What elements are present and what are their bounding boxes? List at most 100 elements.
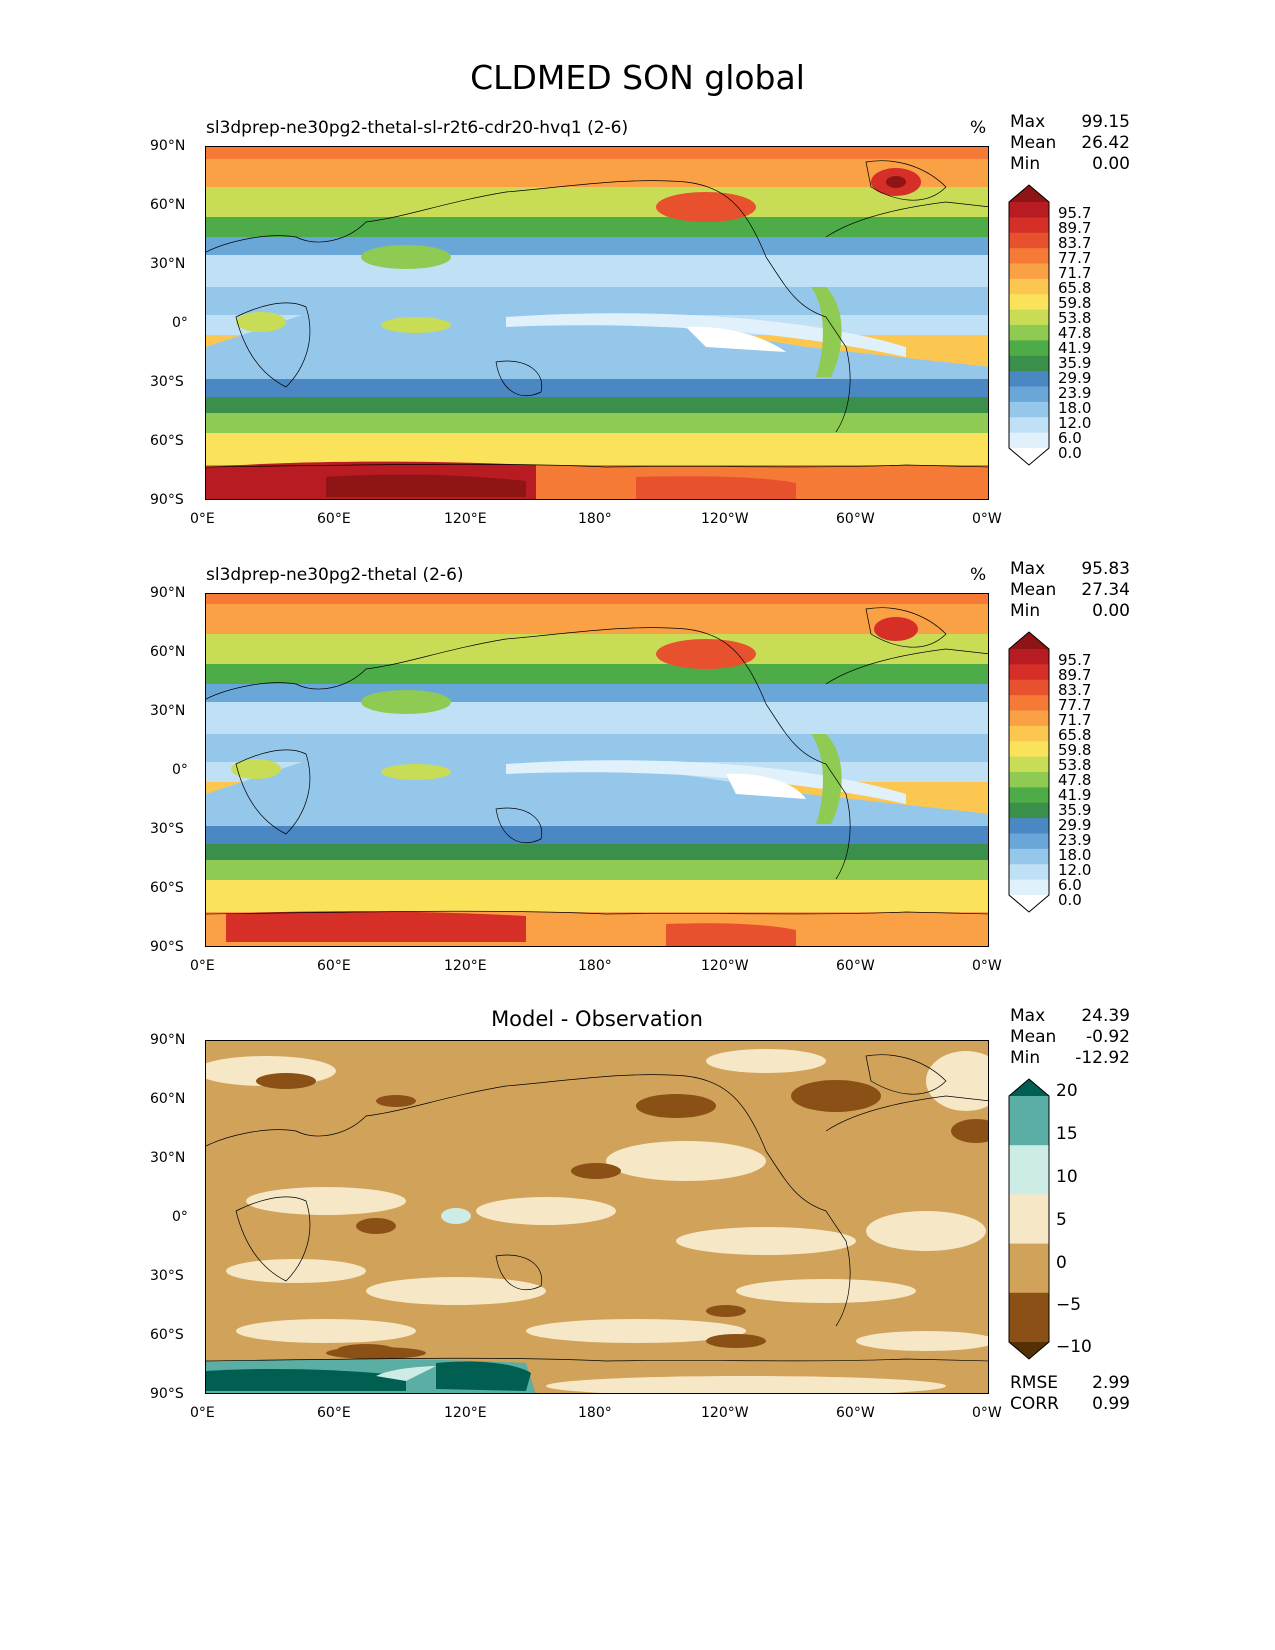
panel-1-lat-tick: 0° — [172, 315, 188, 331]
panel-1-mean-label: Mean — [1010, 133, 1057, 153]
panel-2-lon-tick: 120°W — [701, 958, 749, 974]
diff-colorbar-tick: 20 — [1056, 1081, 1078, 1101]
panel-2-lon-tick: 120°E — [444, 958, 487, 974]
panel-3-max-label: Max — [1010, 1006, 1046, 1026]
colorbar-segment — [1009, 756, 1049, 773]
panel-3-lon-tick: 60°E — [317, 1405, 351, 1421]
colorbar-tick: 41.9 — [1058, 786, 1092, 804]
rmse-value: 2.99 — [1092, 1373, 1130, 1393]
colorbar-segment — [1009, 1194, 1049, 1245]
colorbar-tick: 83.7 — [1058, 681, 1092, 699]
colorbar-tick: 12.0 — [1058, 861, 1092, 879]
colorbar-segment — [1009, 294, 1049, 311]
panel-2-lon-tick: 60°W — [836, 958, 875, 974]
panel-1-title: sl3dprep-ne30pg2-thetal-sl-r2t6-cdr20-hv… — [206, 118, 629, 138]
panel-3-map — [205, 1040, 989, 1394]
panel-2-lon-tick: 60°E — [317, 958, 351, 974]
colorbar-tick: 47.8 — [1058, 324, 1092, 342]
panel-1-lon-tick: 0°E — [190, 511, 215, 527]
colorbar-segment — [1009, 202, 1049, 218]
colorbar-segment — [1009, 864, 1049, 881]
panel-1-lat-tick: 60°S — [150, 433, 184, 449]
panel-3-max-value: 24.39 — [1081, 1006, 1130, 1026]
panel-3-mean-value: -0.92 — [1086, 1027, 1130, 1047]
colorbar-tick: 59.8 — [1058, 294, 1092, 312]
panel-3-lat-tick: 60°N — [150, 1091, 186, 1107]
colorbar-tick: 65.8 — [1058, 279, 1092, 297]
colorbar-tick: 95.7 — [1058, 651, 1092, 669]
colorbar-tick: 71.7 — [1058, 711, 1092, 729]
colorbar-extend-top — [1009, 185, 1049, 202]
colorbar-segment — [1009, 417, 1049, 434]
colorbar-segment — [1009, 818, 1049, 834]
colorbar-segment — [1009, 802, 1049, 819]
panel-2-lon-tick: 180° — [578, 958, 612, 974]
panel-2-mean-label: Mean — [1010, 580, 1057, 600]
panel-2-mean-value: 27.34 — [1081, 580, 1130, 600]
panel-2-min-value: 0.00 — [1092, 601, 1130, 621]
colorbar-outline — [1008, 1078, 1050, 1360]
colorbar-tick: 53.8 — [1058, 309, 1092, 327]
panel-1-lon-tick: 60°W — [836, 511, 875, 527]
panel-1-lon-tick: 60°E — [317, 511, 351, 527]
panel-2-lat-tick: 30°N — [150, 703, 186, 719]
diff-colorbar-tick: −10 — [1056, 1337, 1092, 1357]
colorbar-segment — [1009, 355, 1049, 372]
panel-3-title: Model - Observation — [491, 1007, 703, 1031]
colorbar-segment — [1009, 848, 1049, 865]
panel-1-colorbar — [1008, 184, 1050, 466]
panel-1-lat-tick: 90°S — [150, 492, 184, 508]
colorbar-tick: 12.0 — [1058, 414, 1092, 432]
colorbar-segment — [1009, 309, 1049, 326]
colorbar-outline — [1008, 631, 1050, 913]
panel-2-min-label: Min — [1010, 601, 1041, 621]
colorbar-outline — [1008, 184, 1050, 466]
colorbar-tick: 29.9 — [1058, 816, 1092, 834]
colorbar-segment — [1009, 263, 1049, 280]
colorbar-tick: 0.0 — [1058, 444, 1082, 462]
colorbar-segment — [1009, 787, 1049, 804]
panel-2-map-svg — [206, 594, 988, 946]
corr-label: CORR — [1010, 1394, 1059, 1414]
panel-1-min-label: Min — [1010, 154, 1041, 174]
colorbar-segment — [1009, 879, 1049, 896]
colorbar-segment — [1009, 217, 1049, 234]
colorbar-segment — [1009, 1096, 1049, 1146]
panel-2-lat-tick: 30°S — [150, 821, 184, 837]
panel-1-lon-tick: 120°W — [701, 511, 749, 527]
panel-3-lon-tick: 180° — [578, 1405, 612, 1421]
panel-1-colorbar-labels: 95.7 89.7 83.7 77.7 71.7 65.8 59.8 53.8 … — [1058, 206, 1091, 461]
colorbar-segment — [1009, 340, 1049, 357]
colorbar-segment — [1009, 679, 1049, 696]
diff-colorbar-tick: 10 — [1056, 1167, 1078, 1187]
panel-1-units: % — [970, 118, 987, 138]
colorbar-segment — [1009, 695, 1049, 711]
panel-3-min-value: -12.92 — [1075, 1048, 1130, 1068]
panel-2-max-label: Max — [1010, 559, 1046, 579]
colorbar-tick: 0.0 — [1058, 891, 1082, 909]
colorbar-tick: 6.0 — [1058, 429, 1082, 447]
colorbar-tick: 23.9 — [1058, 384, 1092, 402]
panel-2-lat-tick: 90°N — [150, 585, 186, 601]
panel-3-min-label: Min — [1010, 1048, 1041, 1068]
diff-colorbar-tick: 0 — [1056, 1253, 1067, 1273]
panel-2-lat-tick: 60°N — [150, 644, 186, 660]
panel-2-title: sl3dprep-ne30pg2-thetal (2-6) — [206, 565, 464, 585]
colorbar-tick: 35.9 — [1058, 801, 1092, 819]
panel-3-lon-tick: 0°E — [190, 1405, 215, 1421]
colorbar-tick: 18.0 — [1058, 846, 1092, 864]
colorbar-segment — [1009, 1145, 1049, 1195]
colorbar-tick: 53.8 — [1058, 756, 1092, 774]
panel-1-lat-tick: 90°N — [150, 138, 186, 154]
colorbar-tick: 65.8 — [1058, 726, 1092, 744]
colorbar-tick: 95.7 — [1058, 204, 1092, 222]
colorbar-segment — [1009, 278, 1049, 295]
colorbar-extend-top — [1009, 1079, 1049, 1096]
panel-2-lon-tick: 0°W — [972, 958, 1002, 974]
panel-3-lat-tick: 30°S — [150, 1268, 184, 1284]
panel-3-lon-tick: 120°W — [701, 1405, 749, 1421]
colorbar-extend-bottom — [1009, 448, 1049, 465]
panel-3-colorbar — [1008, 1078, 1050, 1360]
panel-2-lat-tick: 0° — [172, 762, 188, 778]
colorbar-segment — [1009, 386, 1049, 403]
